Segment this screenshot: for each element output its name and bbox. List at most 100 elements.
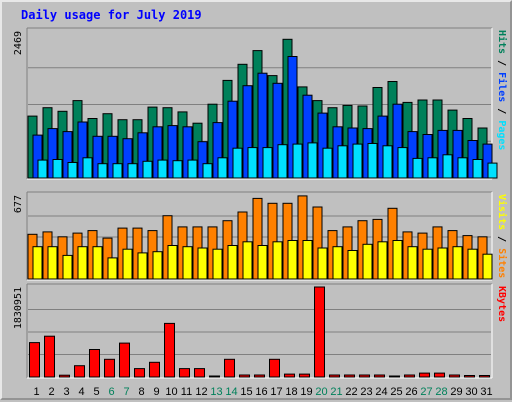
- bar-pages-day-9: [157, 159, 168, 179]
- bar-pages-day-13: [217, 157, 228, 179]
- bar-kbytes-day-19: [299, 373, 310, 378]
- bar-kbytes-day-21: [329, 374, 340, 378]
- bar-visits-day-31: [482, 253, 493, 280]
- x-tick-label-day-15: 15: [240, 386, 252, 398]
- x-tick-label-day-25: 25: [390, 386, 402, 398]
- bar-pages-day-16: [262, 147, 273, 179]
- bar-kbytes-day-18: [284, 373, 295, 378]
- panel-hits-files-pages: 2469 Hits / Files / Pages: [13, 27, 508, 180]
- bar-kbytes-day-30: [464, 375, 475, 378]
- side-legend: KBytes: [496, 286, 507, 322]
- bar-kbytes-day-11: [179, 368, 190, 378]
- x-tick-label-day-11: 11: [181, 386, 192, 398]
- bar-pages-day-24: [382, 145, 393, 179]
- x-tick-label-day-26: 26: [405, 386, 417, 398]
- bar-kbytes-day-25: [389, 375, 400, 378]
- bar-kbytes-day-3: [59, 374, 70, 378]
- bar-pages-day-1: [37, 159, 48, 179]
- bar-visits-day-27: [422, 248, 433, 280]
- x-tick-label-day-16: 16: [255, 386, 267, 398]
- bar-visits-day-6: [107, 257, 118, 280]
- bar-pages-day-11: [187, 159, 198, 179]
- bar-visits-day-19: [302, 240, 313, 280]
- x-tick-label-day-13: 13: [210, 386, 222, 398]
- x-tick-label-day-22: 22: [345, 386, 357, 398]
- bar-pages-day-17: [277, 144, 288, 179]
- bar-visits-day-14: [227, 245, 238, 280]
- bar-visits-day-3: [62, 254, 73, 280]
- bar-pages-day-28: [442, 154, 453, 179]
- bar-visits-day-10: [167, 245, 178, 280]
- bar-visits-day-15: [242, 241, 253, 280]
- x-tick-label-day-19: 19: [300, 386, 312, 398]
- bar-visits-day-24: [377, 241, 388, 280]
- x-tick-label-day-17: 17: [270, 386, 282, 398]
- x-axis-labels: 1 2 3 4 5 6 7 8 9 10 11 12 13 14 15 16 17 18 19 20 21 22 23 24 2…: [33, 386, 492, 398]
- x-tick-label-day-1: 1: [33, 386, 39, 398]
- x-tick-label-day-5: 5: [93, 386, 99, 398]
- bar-kbytes-day-8: [134, 368, 145, 378]
- bar-visits-day-2: [47, 246, 58, 280]
- side-legend-hits: Hits: [496, 30, 508, 54]
- bar-kbytes-day-29: [449, 374, 460, 378]
- bar-visits-day-29: [452, 246, 463, 280]
- bar-kbytes-day-16: [254, 374, 265, 378]
- side-legend-pages: Pages: [496, 120, 507, 150]
- bar-visits-day-20: [317, 247, 328, 280]
- axis-max-label: 1830951: [13, 287, 24, 329]
- bar-kbytes-day-9: [149, 361, 160, 378]
- x-tick-label-day-2: 2: [48, 386, 54, 398]
- bar-visits-day-22: [347, 250, 358, 280]
- bar-kbytes-day-2: [44, 335, 55, 378]
- bar-pages-day-23: [367, 143, 378, 179]
- side-legend-separator: /: [496, 54, 507, 72]
- bar-visits-day-23: [362, 243, 373, 280]
- bar-kbytes-day-6: [104, 358, 115, 378]
- bar-visits-day-1: [32, 246, 43, 280]
- x-tick-label-day-4: 4: [78, 386, 84, 398]
- bar-pages-day-14: [232, 147, 243, 179]
- bar-visits-day-30: [467, 248, 478, 280]
- bar-kbytes-day-1: [29, 342, 40, 378]
- bar-kbytes-day-20: [314, 286, 325, 378]
- x-tick-label-day-6: 6: [108, 386, 114, 398]
- bar-pages-day-5: [97, 163, 108, 179]
- bar-kbytes-day-28: [434, 372, 445, 378]
- x-tick-label-day-12: 12: [195, 386, 207, 398]
- bar-pages-day-2: [52, 159, 63, 179]
- bar-pages-day-3: [67, 162, 78, 179]
- bar-kbytes-day-12: [194, 368, 205, 378]
- x-tick-label-day-31: 31: [480, 386, 492, 398]
- side-legend-visits: Visits: [496, 194, 508, 230]
- side-legend-separator: /: [496, 230, 507, 248]
- x-tick-label-day-20: 20: [315, 386, 327, 398]
- panel-kbytes: 1830951 KBytes: [13, 283, 507, 379]
- bar-pages-day-26: [412, 157, 423, 179]
- side-legend-kbytes: KBytes: [496, 286, 507, 322]
- bar-visits-day-4: [77, 246, 88, 280]
- bar-pages-day-8: [142, 160, 153, 179]
- x-tick-label-day-8: 8: [138, 386, 144, 398]
- bar-visits-day-26: [407, 246, 418, 280]
- bar-pages-day-31: [487, 162, 498, 179]
- axis-max-label: 677: [13, 195, 24, 213]
- bar-visits-day-7: [122, 248, 133, 280]
- x-tick-label-day-21: 21: [330, 386, 342, 398]
- x-tick-label-day-3: 3: [63, 386, 69, 398]
- bar-pages-day-15: [247, 147, 258, 179]
- x-tick-label-day-24: 24: [375, 386, 387, 398]
- x-tick-label-day-10: 10: [165, 386, 177, 398]
- bar-kbytes-day-22: [344, 374, 355, 378]
- x-tick-label-day-18: 18: [285, 386, 297, 398]
- x-tick-label-day-9: 9: [153, 386, 159, 398]
- bar-visits-day-5: [92, 246, 103, 280]
- bar-pages-day-4: [82, 157, 93, 179]
- bar-pages-day-22: [352, 143, 363, 179]
- bar-pages-day-25: [397, 147, 408, 179]
- side-legend: Hits / Files / Pages: [496, 30, 508, 150]
- bar-visits-day-28: [437, 247, 448, 280]
- bar-kbytes-day-23: [359, 374, 370, 378]
- x-tick-label-day-27: 27: [420, 386, 432, 398]
